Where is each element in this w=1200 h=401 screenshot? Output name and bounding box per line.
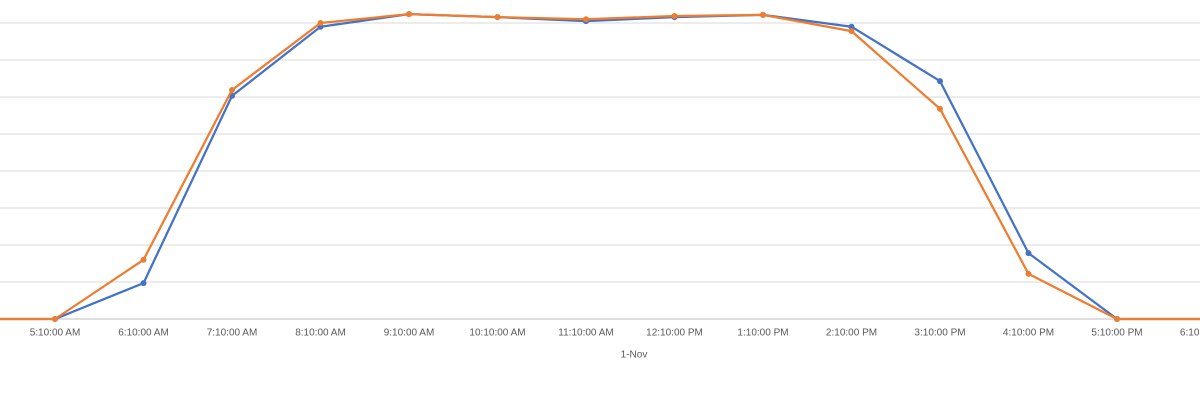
data-point [848, 28, 855, 35]
x-tick-label: 1:10:00 PM [737, 328, 788, 339]
data-point [406, 11, 412, 18]
data-point [52, 316, 58, 322]
data-point [1025, 250, 1032, 257]
x-tick-label: 5:10:00 AM [30, 328, 81, 339]
x-axis-title: 1-Nov [621, 350, 648, 361]
x-tick-label: 2:10:00 PM [826, 328, 877, 339]
data-point [848, 23, 855, 30]
data-point [937, 78, 943, 85]
data-point [140, 280, 147, 287]
x-tick-label: 3:10:00 PM [914, 328, 965, 339]
data-point [760, 11, 766, 18]
data-point [317, 20, 324, 26]
x-tick-label: 4:10:00 PM [1003, 328, 1054, 339]
x-tick-label: 5:10:00 PM [1091, 328, 1142, 339]
data-point [937, 105, 943, 112]
x-tick-label: 11:10:00 AM [558, 328, 613, 339]
data-point [140, 256, 147, 263]
x-tick-label: 6:10:00 AM [118, 328, 169, 339]
data-point [671, 12, 678, 19]
x-tick-label: 10:10:00 AM [469, 328, 525, 339]
data-point [1114, 316, 1120, 322]
x-tick-label: 8:10:00 AM [295, 328, 346, 339]
x-tick-label: 7:10:00 AM [207, 328, 258, 339]
data-point [229, 86, 235, 93]
data-point [494, 14, 501, 21]
data-point [583, 16, 589, 23]
x-tick-label: 6:10:00 PM [1180, 328, 1200, 339]
x-tick-label: 9:10:00 AM [384, 328, 435, 339]
data-point [1025, 270, 1032, 277]
x-tick-label: 12:10:00 PM [646, 328, 703, 339]
